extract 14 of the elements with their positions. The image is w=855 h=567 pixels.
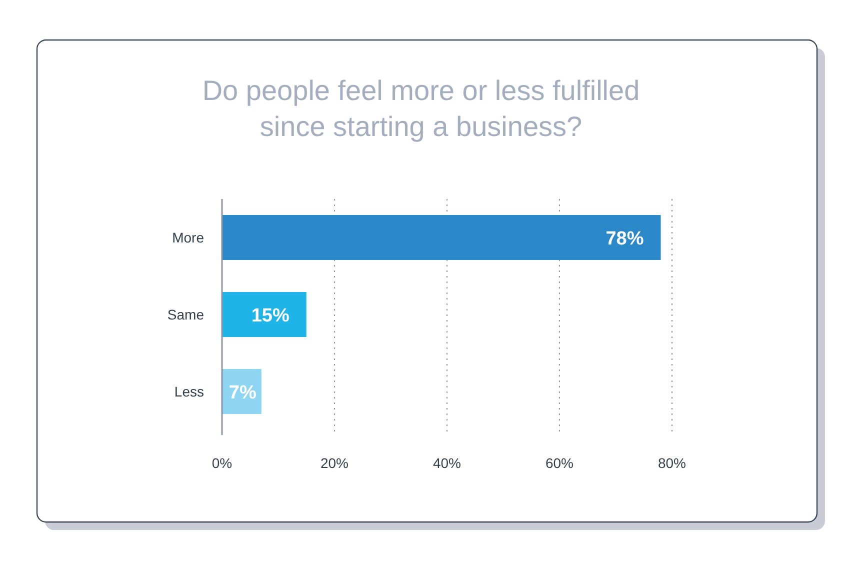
bar [222,215,661,260]
x-tick-label: 40% [432,455,462,471]
chart-title: Do people feel more or less fulfilled since starting a business? [202,75,640,142]
x-tick-label: 60% [545,455,574,471]
data-label: 15% [251,306,290,326]
x-tick-label: 20% [320,455,349,471]
x-tick-label: 80% [658,455,686,471]
y-tick-label: Same [167,306,204,322]
data-label: 78% [606,228,644,250]
y-tick-label: More [172,230,204,246]
bar [222,292,306,337]
data-label: 7% [228,382,256,404]
x-tick-label: 0% [212,455,232,471]
y-tick-label: Less [174,384,204,400]
